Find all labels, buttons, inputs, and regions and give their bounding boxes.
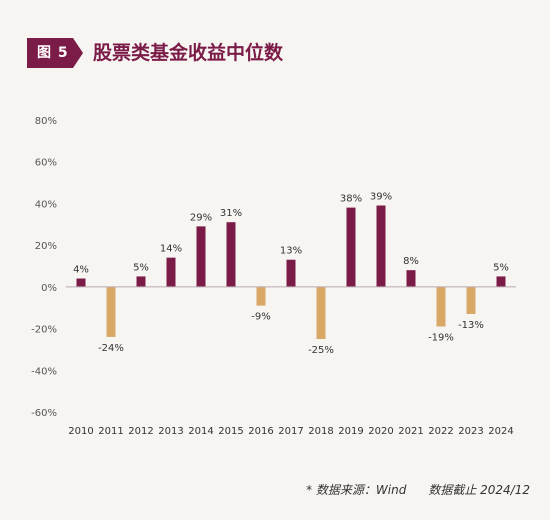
x-tick-label: 2018: [308, 426, 333, 437]
data-label: 5%: [493, 262, 509, 273]
data-label: 4%: [73, 265, 89, 276]
y-tick-label: 20%: [35, 241, 57, 252]
data-cutoff-note: 数据截止 2024/12: [428, 483, 530, 497]
bar: [376, 205, 386, 287]
figure-badge: 图 5: [27, 38, 83, 68]
bar: [76, 278, 86, 287]
data-label: -9%: [251, 312, 270, 323]
x-tick-label: 2023: [458, 426, 483, 437]
y-tick-label: -60%: [31, 408, 57, 419]
bar: [406, 270, 416, 287]
x-tick-label: 2019: [338, 426, 363, 437]
bar: [166, 257, 176, 287]
y-tick-label: 60%: [35, 158, 57, 169]
figure-header: 图 5 股票类基金收益中位数: [0, 38, 550, 68]
y-tick-label: 40%: [35, 199, 57, 210]
bar: [436, 286, 446, 327]
data-label: -25%: [308, 345, 334, 356]
x-tick-label: 2017: [278, 426, 303, 437]
data-label: 14%: [160, 244, 182, 255]
bar: [316, 286, 326, 339]
x-tick-label: 2014: [188, 426, 213, 437]
x-tick-label: 2022: [428, 426, 453, 437]
bar: [136, 276, 146, 287]
y-tick-label: -20%: [31, 325, 57, 336]
bar: [496, 276, 506, 287]
badge-arrow-shape: [27, 38, 83, 68]
bar: [286, 259, 296, 287]
data-label: 13%: [280, 246, 302, 257]
bar: [226, 222, 236, 287]
bar: [466, 286, 476, 314]
bar: [196, 226, 206, 287]
chart-footer: * 数据来源：Wind 数据截止 2024/12: [306, 481, 530, 498]
y-tick-label: 80%: [35, 116, 57, 127]
data-source-note: * 数据来源：Wind: [306, 483, 407, 497]
x-tick-label: 2020: [368, 426, 393, 437]
x-tick-label: 2013: [158, 426, 183, 437]
figure-number: 图 5: [37, 45, 69, 61]
x-tick-label: 2010: [68, 426, 93, 437]
bar: [346, 207, 356, 287]
x-tick-label: 2016: [248, 426, 273, 437]
x-tick-label: 2021: [398, 426, 423, 437]
data-label: 5%: [133, 262, 149, 273]
x-tick-label: 2015: [218, 426, 243, 437]
x-tick-label: 2012: [128, 426, 153, 437]
data-label: -24%: [98, 343, 124, 354]
bar: [106, 286, 116, 337]
data-label: 29%: [190, 212, 212, 223]
data-label: 31%: [220, 208, 242, 219]
y-tick-label: -40%: [31, 366, 57, 377]
data-label: 39%: [370, 192, 392, 203]
data-label: 38%: [340, 194, 362, 205]
x-tick-label: 2024: [488, 426, 513, 437]
x-tick-label: 2011: [98, 426, 123, 437]
chart-title: 股票类基金收益中位数: [93, 42, 284, 64]
data-label: -19%: [428, 332, 454, 343]
data-label: -13%: [458, 320, 484, 331]
bar: [256, 286, 266, 306]
data-label: 8%: [403, 256, 419, 267]
y-tick-label: 0%: [41, 283, 57, 294]
